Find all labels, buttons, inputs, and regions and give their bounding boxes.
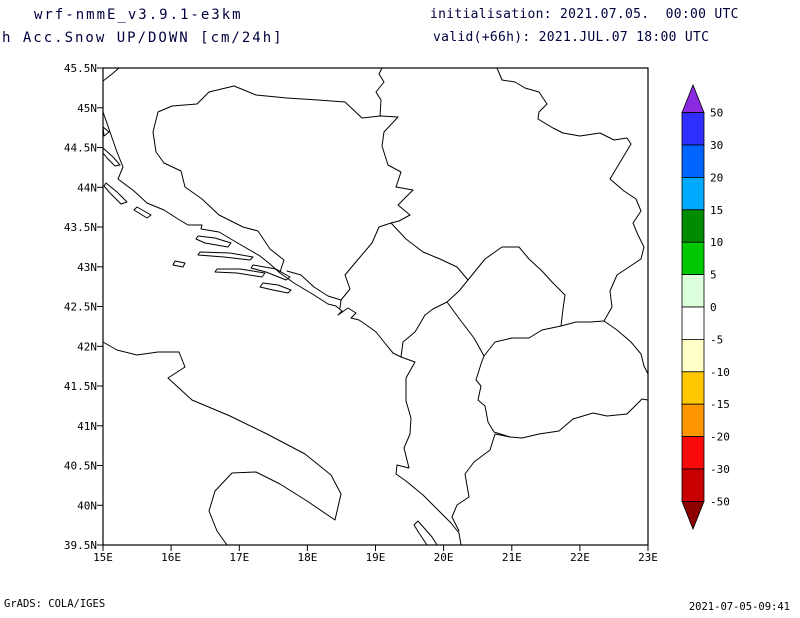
y-axis-label: 40.5N [64,460,97,473]
border-croatia-serbia [375,67,385,117]
island-corfu [413,520,438,546]
colorbar-label: -5 [710,333,723,346]
border-sava-north [233,85,399,119]
map-frame [97,67,649,551]
x-axis-label: 21E [502,551,522,564]
colorbar-segment [681,112,705,146]
border-montenegro-albania [400,301,448,358]
border-albania-macedonia [475,355,511,438]
island-pag [102,147,121,167]
colorbar-label: -20 [710,431,730,444]
colorbar-label: 50 [710,107,723,120]
colorbar-label: 10 [710,236,723,249]
colorbar-arrow-up [681,83,705,113]
colorbar-segment [681,274,705,308]
y-axis-label: 40N [77,499,97,512]
colorbar-segment [681,209,705,243]
colorbar-label: -50 [710,495,730,508]
border-montenegro-serbia [390,222,469,281]
colorbar-segment [681,338,705,373]
colorbar-arrow-down [681,500,705,531]
island-hvar [197,251,254,261]
island-dugi-otok [103,182,128,205]
colorbar-label: 5 [710,269,717,282]
country-borders [102,67,649,532]
border-slovenia-croatia [102,67,120,82]
colorbar-label: 20 [710,171,723,184]
product-title: h Acc.Snow UP/DOWN [cm/24h] [2,30,284,46]
coastlines [102,111,462,546]
y-axis-label: 42.5N [64,301,97,314]
y-axis-label: 44.5N [64,142,97,155]
colorbar-segment [681,468,705,502]
island-brac [195,235,232,248]
border-bosnia-croatia-west [152,85,285,273]
colorbar-segment [681,241,705,275]
x-axis-label: 16E [161,551,181,564]
y-axis-label: 45N [77,102,97,115]
island-mljet [259,282,292,294]
island-korcula [214,268,266,278]
x-axis: 15E 16E 17E 18E 19E 20E 21E 22E 23E [93,551,658,564]
colorbar-segment [681,371,705,405]
y-axis-label: 45.5N [64,62,97,75]
y-axis-label: 43N [77,261,97,274]
valid-time-label: valid(+66h): 2021.JUL.07 18:00 UTC [433,30,710,45]
y-axis-label: 43.5N [64,221,97,234]
colorbar-segment [681,436,705,470]
x-axis-label: 20E [434,551,454,564]
peninsula-peljesac [250,264,291,281]
colorbar-label: -10 [710,366,730,379]
x-axis-label: 19E [366,551,386,564]
island-vis [172,260,186,268]
colorbar-label: 15 [710,204,723,217]
y-axis-label: 42N [77,340,97,353]
x-axis-label: 17E [229,551,249,564]
border-bosnia-montenegro [340,222,392,301]
border-serbia-bulgaria [603,143,649,375]
x-axis-label: 23E [638,551,658,564]
colorbar-label: -30 [710,463,730,476]
island-rab [102,126,110,137]
colorbar-label: 30 [710,139,723,152]
colorbar-segment [681,403,705,438]
x-axis-label: 15E [93,551,113,564]
colorbar-segment [681,306,705,340]
colorbar-segment [681,176,705,211]
init-time-label: initialisation: 2021.07.05. 00:00 UTC [430,7,739,22]
coastline-italy [102,341,342,546]
colorbar: 50 30 20 15 10 5 0 -5 -10 -15 -20 -30 -5… [681,83,730,531]
border-macedonia-greece [509,398,649,439]
colorbar-label: 0 [710,301,717,314]
border-macedonia-serbia [560,320,605,327]
y-axis-label: 39.5N [64,539,97,552]
border-bosnia-croatia-south [286,270,342,309]
model-title: wrf-nmmE_v3.9.1-e3km [34,7,243,23]
coastline-balkan [102,111,462,546]
x-axis-label: 22E [570,551,590,564]
y-axis-label: 44N [77,181,97,194]
border-serbia-romania [496,67,632,145]
y-axis-label: 41N [77,420,97,433]
creation-timestamp: 2021-07-05-09:41 [688,601,790,613]
y-axis: 45.5N 45N 44.5N 44N 43.5N 43N 42.5N 42N … [64,62,97,552]
grads-credit: GrADS: COLA/IGES [4,598,106,610]
island-kornati [133,206,152,219]
border-bosnia-serbia-drina [381,116,414,224]
colorbar-segment [681,144,705,178]
y-axis-label: 41.5N [64,380,97,393]
colorbar-label: -15 [710,398,730,411]
x-axis-label: 18E [297,551,317,564]
border-albania-greece [451,433,511,532]
border-kosovo [446,246,566,357]
